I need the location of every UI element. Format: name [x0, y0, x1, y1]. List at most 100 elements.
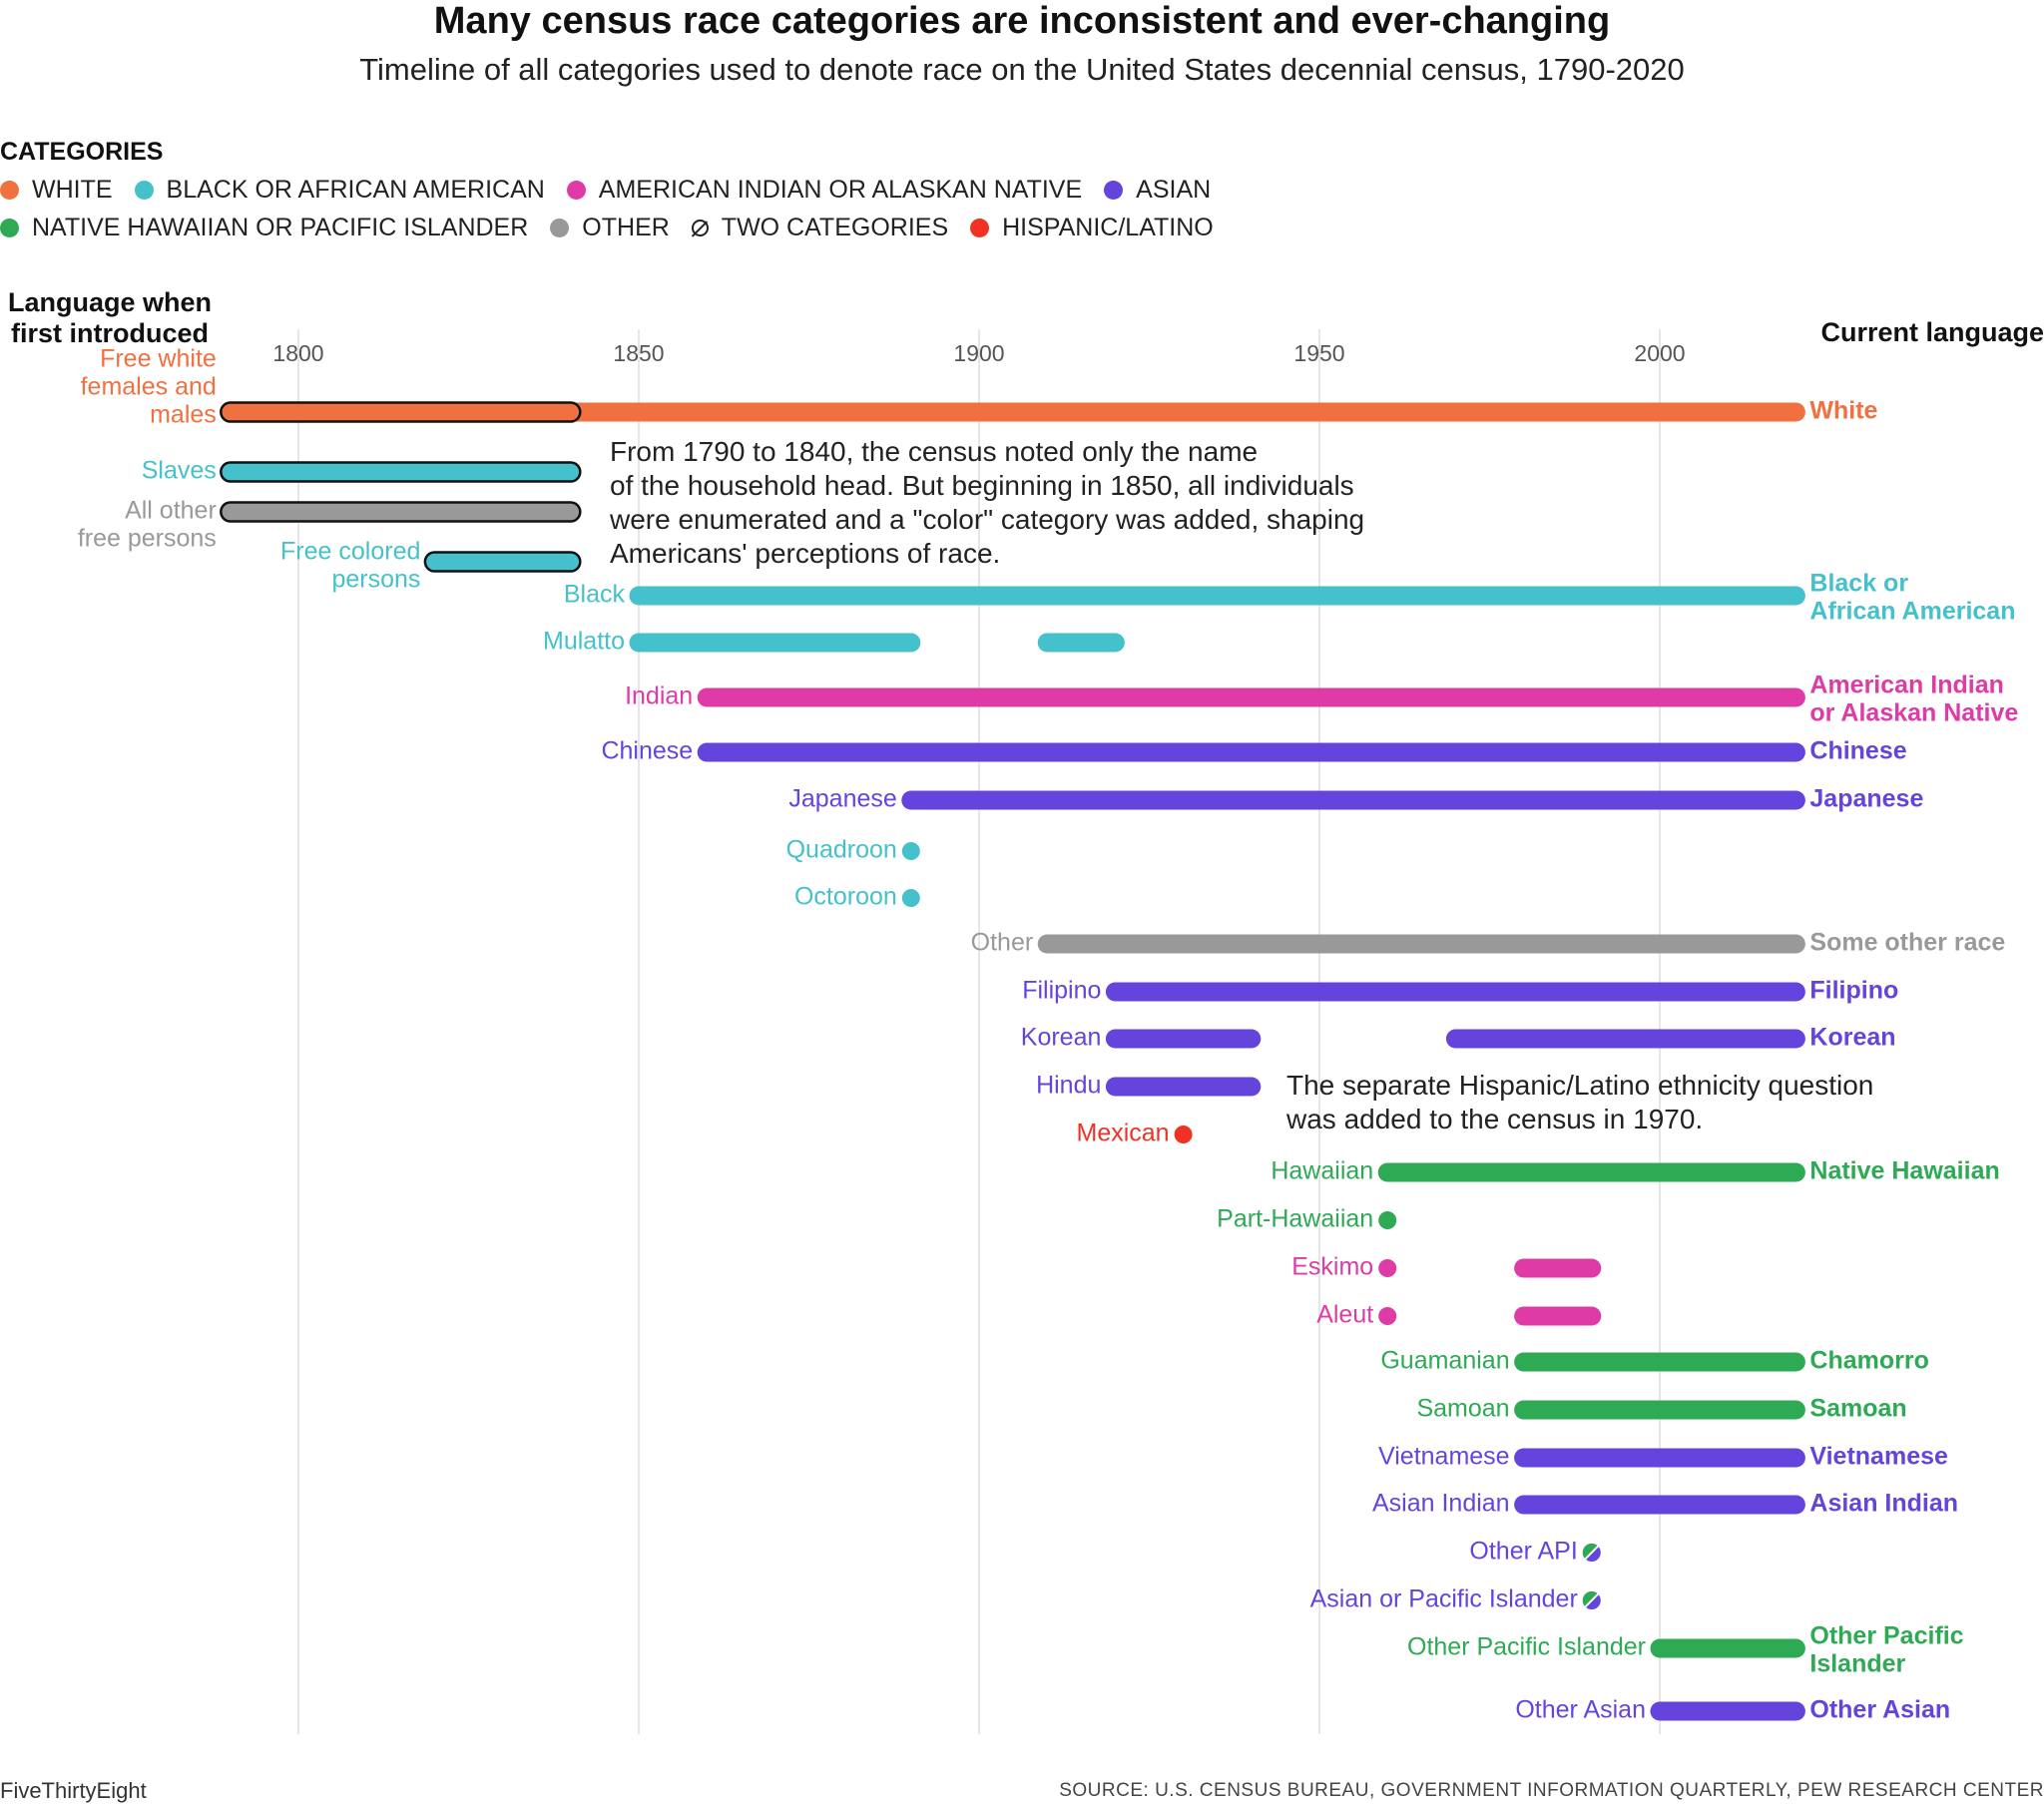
legend-item: NATIVE HAWAIIAN OR PACIFIC ISLANDER — [0, 214, 528, 242]
row-label: Korean — [1021, 1024, 1102, 1052]
timeline-dot — [1174, 1126, 1193, 1143]
row-label: Hawaiian — [1271, 1157, 1373, 1185]
x-tick-label: 2000 — [1634, 340, 1685, 366]
row-label: All other — [125, 497, 217, 525]
current-label: Samoan — [1809, 1395, 1906, 1423]
row-label: Other Pacific Islander — [1407, 1633, 1646, 1661]
legend-label: BLACK OR AFRICAN AMERICAN — [166, 176, 545, 204]
current-label: Islander — [1809, 1650, 1905, 1678]
x-tick-label: 1900 — [953, 340, 1004, 366]
row-label: Vietnamese — [1378, 1443, 1510, 1471]
current-label: Asian Indian — [1809, 1490, 1958, 1518]
legend-item: ASIAN — [1104, 176, 1211, 205]
legend-label: HISPANIC/LATINO — [1002, 214, 1214, 241]
row-label: Guamanian — [1380, 1347, 1509, 1375]
current-label: Korean — [1809, 1024, 1895, 1052]
current-label: American Indian — [1809, 672, 2004, 699]
legend-label: ASIAN — [1136, 176, 1212, 204]
row-label: Octoroon — [794, 883, 897, 911]
legend-label: OTHER — [582, 214, 670, 241]
legend-label: NATIVE HAWAIIAN OR PACIFIC ISLANDER — [32, 214, 529, 241]
row-label: Free colored — [280, 538, 420, 566]
pre-1850-outline — [220, 461, 582, 483]
annotation-line: The separate Hispanic/Latino ethnicity q… — [1286, 1070, 1874, 1101]
left-column-header-line: first introduced — [10, 318, 209, 348]
legend-dot-icon — [550, 219, 570, 237]
chart-title: Many census race categories are inconsis… — [433, 0, 1611, 42]
legend-dot-icon — [0, 181, 19, 200]
current-label: Filipino — [1809, 977, 1898, 1005]
current-label: Some other race — [1809, 929, 2005, 957]
row-label: Hindu — [1036, 1072, 1101, 1100]
timeline-dot — [1378, 1259, 1397, 1277]
annotation-line: was added to the census in 1970. — [1286, 1104, 1704, 1134]
right-column-header: Current language — [1820, 317, 2044, 347]
timeline-dot — [1378, 1211, 1397, 1229]
two-categories-dot-half — [1582, 1543, 1599, 1560]
current-label: African American — [1809, 598, 2015, 626]
current-label: Chinese — [1809, 737, 1906, 765]
row-label: Indian — [625, 682, 693, 710]
current-label: Other Asian — [1809, 1696, 1950, 1724]
two-categories-divider — [1584, 1592, 1599, 1608]
annotation-line: Americans' perceptions of race. — [610, 538, 1001, 569]
current-label: Vietnamese — [1809, 1443, 1948, 1471]
two-categories-dot-half — [1582, 1590, 1599, 1607]
legend-label: WHITE — [32, 176, 113, 204]
row-label: Other API — [1469, 1538, 1577, 1566]
legend-title: CATEGORIES — [0, 138, 164, 166]
x-tick-label: 1850 — [613, 340, 664, 366]
legend-dot-icon — [970, 219, 990, 237]
current-label: Black or — [1809, 570, 1908, 598]
two-categories-divider — [1584, 1545, 1599, 1561]
x-tick-label: 1800 — [272, 340, 323, 366]
chart-subtitle: Timeline of all categories used to denot… — [359, 52, 1685, 87]
row-label: Samoan — [1416, 1395, 1509, 1423]
legend-row: NATIVE HAWAIIAN OR PACIFIC ISLANDER OTHER… — [0, 214, 1236, 242]
current-label: White — [1809, 397, 1877, 425]
row-label: females and — [81, 373, 217, 401]
row-label: Asian or Pacific Islander — [1310, 1585, 1578, 1613]
timeline-dot — [901, 842, 920, 860]
row-label: persons — [331, 566, 420, 594]
source-note: SOURCE: U.S. CENSUS BUREAU, GOVERNMENT I… — [1059, 1780, 2044, 1801]
legend-label: AMERICAN INDIAN OR ALASKAN NATIVE — [598, 176, 1083, 204]
row-label: Free white — [100, 345, 217, 373]
legend-item: OTHER — [550, 214, 670, 242]
current-label: Japanese — [1809, 785, 1923, 813]
pre-1850-outline — [423, 551, 582, 573]
row-label: free persons — [78, 525, 217, 553]
legend-dot-icon — [566, 181, 586, 200]
row-label: Mulatto — [543, 628, 625, 656]
annotation-line: were enumerated and a "color" category w… — [610, 504, 1365, 535]
row-label: Black — [564, 581, 626, 609]
row-label: Part-Hawaiian — [1217, 1205, 1373, 1233]
annotation-color-category: From 1790 to 1840, the census noted only… — [610, 435, 1364, 571]
annotation-line: of the household head. But beginning in … — [610, 470, 1354, 501]
x-tick-label: 1950 — [1293, 340, 1344, 366]
row-label: Quadroon — [786, 836, 897, 864]
brand-logo-text: FiveThirtyEight — [0, 1778, 147, 1803]
timeline-dot — [901, 889, 920, 907]
annotation-hispanic-question: The separate Hispanic/Latino ethnicity q… — [1286, 1069, 1873, 1136]
pre-1850-outline — [220, 401, 582, 423]
pre-1850-outline — [220, 501, 582, 523]
row-label: Other Asian — [1515, 1696, 1646, 1724]
row-label: Slaves — [142, 457, 217, 485]
legend-dot-icon — [0, 219, 19, 237]
legend-dot-icon — [1104, 181, 1124, 200]
legend-dot-icon — [134, 181, 154, 200]
row-label: Aleut — [1316, 1301, 1373, 1329]
current-label: Native Hawaiian — [1809, 1157, 1999, 1185]
legend-item: TWO CATEGORIES — [691, 214, 949, 242]
current-label: Other Pacific — [1809, 1622, 1963, 1650]
row-label: males — [150, 401, 217, 429]
timeline-dot — [1378, 1307, 1397, 1325]
left-column-header: Language when first introduced — [0, 287, 220, 349]
annotation-line: From 1790 to 1840, the census noted only… — [610, 436, 1259, 467]
legend-row: WHITE BLACK OR AFRICAN AMERICAN AMERICAN I… — [0, 176, 1233, 205]
legend-item: AMERICAN INDIAN OR ALASKAN NATIVE — [566, 176, 1083, 205]
row-label: Other — [971, 929, 1034, 957]
legend-label: TWO CATEGORIES — [721, 214, 949, 241]
